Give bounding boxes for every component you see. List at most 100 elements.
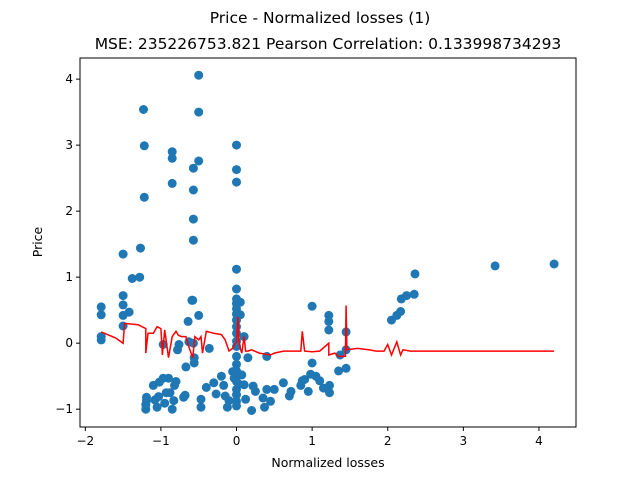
scatter-point-98	[239, 380, 249, 390]
scatter-point-27	[160, 398, 170, 408]
scatter-point-57	[194, 310, 204, 320]
scatter-point-12	[136, 243, 145, 253]
scatter-point-47	[188, 163, 198, 173]
scatter-point-139	[410, 269, 420, 279]
scatter-point-121	[307, 358, 317, 368]
y-axis-label: Price	[30, 226, 45, 257]
y-tick-label: −1	[55, 402, 73, 416]
scatter-point-74	[232, 264, 241, 274]
scatter-point-64	[216, 371, 226, 381]
scatter-point-58	[196, 394, 206, 404]
chart-subtitle: MSE: 235226753.821 Pearson Correlation: …	[95, 35, 562, 53]
scatter-point-127	[325, 388, 334, 398]
scatter-point-30	[165, 388, 175, 398]
scatter-point-34	[167, 404, 177, 414]
scatter-point-104	[258, 393, 268, 403]
scatter-point-13	[139, 105, 148, 114]
scatter-point-22	[152, 402, 162, 412]
scatter-point-85	[232, 351, 241, 361]
scatter-point-119	[315, 376, 325, 386]
scatter-point-115	[300, 375, 310, 384]
scatter-point-56	[194, 156, 204, 166]
scatter-point-0	[96, 302, 106, 312]
scatter-point-65	[219, 380, 229, 390]
scatter-point-55	[194, 107, 204, 117]
scatter-point-75	[232, 284, 241, 294]
scatter-point-138	[409, 289, 419, 299]
scatter-point-5	[118, 291, 128, 301]
x-tick-label: 3	[460, 434, 468, 448]
y-tick-label: 2	[65, 204, 73, 218]
scatter-point-73	[232, 177, 241, 187]
scatter-point-10	[127, 274, 137, 283]
scatter-point-120	[307, 301, 317, 311]
scatter-point-61	[204, 343, 214, 353]
scatter-point-141	[549, 259, 559, 269]
scatter-point-116	[303, 386, 313, 396]
y-tick-label: 1	[65, 270, 73, 284]
x-tick-label: 1	[308, 434, 316, 448]
chart-title: Price - Normalized losses (1)	[210, 9, 431, 27]
scatter-point-135	[396, 307, 406, 316]
scatter-point-37	[171, 377, 181, 386]
scatter-point-4	[118, 249, 128, 259]
scatter-point-90	[232, 390, 241, 400]
x-tick-label: −1	[152, 434, 170, 448]
scatter-point-32	[167, 153, 177, 163]
scatter-point-6	[118, 300, 128, 310]
scatter-point-109	[269, 384, 279, 394]
scatter-point-99	[241, 394, 251, 404]
scatter-point-29	[164, 373, 173, 383]
plot-frame	[79, 57, 577, 428]
scatter-point-23	[154, 392, 164, 402]
scatter-point-124	[324, 316, 334, 326]
scatter-point-14	[139, 141, 149, 151]
scatter-point-101	[247, 406, 257, 415]
scatter-point-42	[181, 362, 191, 372]
scatter-point-128	[334, 366, 344, 376]
scatter-point-129	[335, 350, 345, 360]
scatter-point-137	[402, 291, 412, 301]
scatter-point-54	[194, 70, 204, 80]
scatter-point-62	[209, 378, 219, 388]
scatter-point-46	[188, 295, 198, 305]
scatter-point-126	[325, 380, 334, 390]
scatter-point-71	[232, 140, 241, 150]
y-tick-label: 0	[65, 336, 73, 350]
scatter-point-140	[490, 261, 500, 271]
scatter-point-60	[201, 382, 211, 392]
scatter-point-103	[250, 386, 260, 396]
scatter-point-48	[188, 185, 198, 195]
scatter-point-1	[96, 310, 106, 320]
x-axis: −2 −1 0 1 2 3 4	[76, 427, 543, 448]
scatter-point-94	[235, 297, 245, 307]
y-tick-label: 3	[65, 138, 73, 152]
scatter-point-15	[139, 192, 149, 202]
scatter-point-43	[183, 316, 193, 326]
scatter-point-33	[167, 178, 177, 188]
scatter-point-11	[135, 272, 145, 282]
scatter-point-108	[266, 396, 275, 406]
scatter-point-41	[180, 390, 190, 400]
scatter-point-105	[260, 402, 269, 412]
y-tick-label: 4	[65, 72, 73, 86]
scatter-point-35	[169, 396, 179, 406]
plot-marks	[96, 70, 559, 415]
scatter-point-132	[341, 363, 351, 373]
x-tick-label: 2	[384, 434, 392, 448]
scatter-point-53	[189, 358, 199, 368]
scatter-point-31	[167, 147, 177, 157]
scatter-point-96	[237, 370, 247, 380]
scatter-point-50	[188, 235, 198, 245]
scatter-point-110	[278, 378, 288, 388]
scatter-point-95	[235, 310, 245, 320]
scatter-point-112	[286, 386, 296, 396]
x-tick-label: 0	[233, 434, 241, 448]
scatter-point-72	[232, 165, 241, 175]
x-axis-label: Normalized losses	[271, 455, 384, 470]
x-tick-label: 4	[535, 434, 543, 448]
scatter-point-49	[188, 214, 198, 224]
scatter-point-100	[243, 353, 253, 363]
